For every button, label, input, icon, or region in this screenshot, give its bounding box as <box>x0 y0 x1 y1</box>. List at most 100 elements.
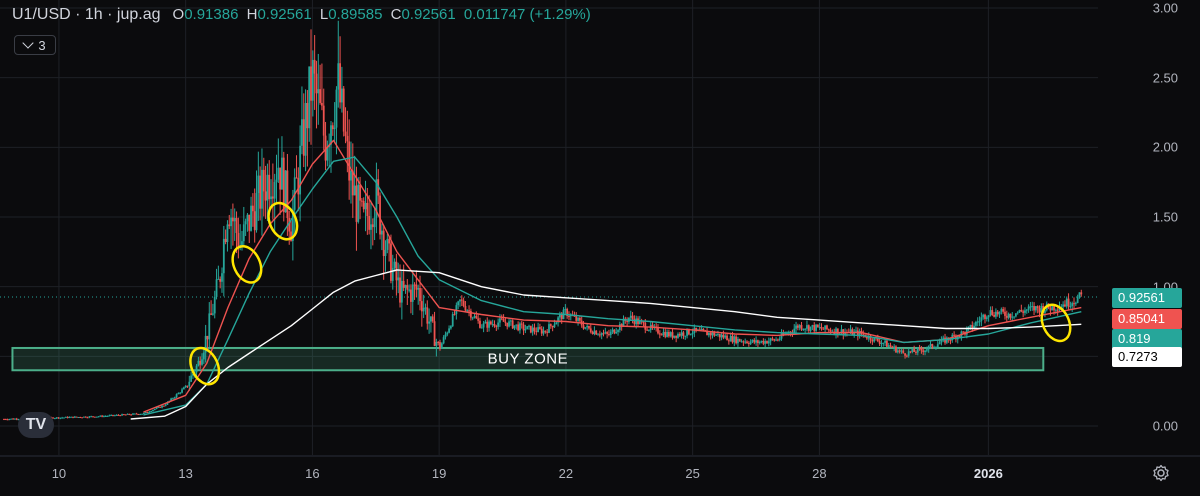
candle-body <box>751 339 754 342</box>
candle-body <box>798 325 801 328</box>
candle-body <box>662 331 665 336</box>
candle-body <box>936 344 939 348</box>
candle-body <box>1031 306 1034 308</box>
time-tick-label: 22 <box>558 466 574 481</box>
moving-average-line-3 <box>130 269 1082 420</box>
candle-body <box>119 415 122 417</box>
candle-body <box>370 224 372 230</box>
candle-body <box>504 321 507 323</box>
candle-body <box>909 351 912 353</box>
candle-body <box>722 334 725 338</box>
candle-body <box>275 179 278 183</box>
candle-body <box>811 325 814 327</box>
candle-body <box>375 179 378 218</box>
candle-body <box>228 224 231 227</box>
candle-body <box>435 342 438 346</box>
price-tick-label: 2.50 <box>1152 70 1178 86</box>
candle-body <box>390 243 392 281</box>
candle-body <box>713 332 716 336</box>
candle-body <box>586 325 589 328</box>
candle-body <box>400 280 403 303</box>
candle-body <box>308 66 311 129</box>
candle-body <box>747 343 750 345</box>
candle-body <box>849 329 852 333</box>
candle-body <box>270 196 272 200</box>
candle-body <box>802 329 805 331</box>
candle-body <box>658 333 661 335</box>
candle-body <box>838 333 841 335</box>
candle-body <box>735 336 738 344</box>
candle-body <box>1054 309 1057 311</box>
candle-body <box>440 343 443 349</box>
candle-body <box>402 280 405 288</box>
candle-body <box>341 88 343 103</box>
candle-body <box>509 320 512 322</box>
candle-body <box>766 341 768 344</box>
candle-body <box>727 340 730 342</box>
symbol-title[interactable]: U1/USD · 1h · jup.ag <box>12 6 161 23</box>
candle-body <box>266 174 269 201</box>
candle-body <box>175 394 178 398</box>
candle-body <box>533 327 536 332</box>
candle-body <box>925 349 928 351</box>
candle-body <box>499 318 501 323</box>
candle-body <box>166 402 169 405</box>
tradingview-logo-icon[interactable]: TV <box>18 412 54 438</box>
candle-body <box>984 314 986 319</box>
candle-body <box>491 324 494 326</box>
buy-zone-rect <box>11 346 1045 372</box>
candle-body <box>106 415 109 417</box>
candle-body <box>1027 306 1030 310</box>
time-tick-label: 16 <box>305 466 320 481</box>
candle-body <box>717 333 719 335</box>
price-tick-label: 0.00 <box>1152 418 1178 434</box>
candle-body <box>15 418 18 420</box>
candle-body <box>646 329 648 331</box>
candle-body <box>393 261 396 268</box>
candle-body <box>922 350 925 353</box>
price-tick-label: 2.00 <box>1152 139 1178 155</box>
candle-body <box>315 73 318 94</box>
candle-body <box>488 321 490 328</box>
open-value: 0.91386 <box>184 6 239 23</box>
candle-body <box>202 352 205 360</box>
candle-body <box>373 217 376 228</box>
price-tag: 0.92561 <box>1112 288 1182 308</box>
candle-body <box>215 279 218 297</box>
candle-body <box>539 327 541 329</box>
candle-body <box>836 328 839 335</box>
candle-body <box>52 417 54 419</box>
candle-body <box>250 205 252 231</box>
candle-body <box>1014 313 1017 317</box>
candle-body <box>493 324 496 327</box>
candle-body <box>317 89 320 94</box>
candle-body <box>726 335 728 341</box>
candle-body <box>1074 302 1077 304</box>
candle-body <box>482 323 485 328</box>
candle-body <box>816 324 819 328</box>
gear-icon[interactable] <box>1152 464 1170 482</box>
candle-body <box>769 338 772 342</box>
candle-body <box>121 414 123 416</box>
candle-body <box>1080 292 1083 295</box>
candle-body <box>8 419 11 421</box>
candle-body <box>302 119 305 156</box>
indicators-toggle-button[interactable]: 3 <box>14 35 56 55</box>
price-tag: 0.85041 <box>1112 309 1182 329</box>
candle-body <box>351 170 354 196</box>
candle-body <box>72 416 74 418</box>
candle-body <box>97 416 100 418</box>
candle-body <box>3 419 5 421</box>
candle-body <box>148 411 151 413</box>
candle-body <box>1078 292 1081 298</box>
candle-body <box>1022 311 1025 313</box>
candle-body <box>1036 306 1039 309</box>
candle-body <box>233 217 236 222</box>
candle-body <box>101 415 103 417</box>
candle-body <box>217 278 220 280</box>
candle-body <box>306 102 309 129</box>
candle-body <box>889 345 892 347</box>
candle-body <box>360 200 363 202</box>
candle-body <box>822 328 825 330</box>
